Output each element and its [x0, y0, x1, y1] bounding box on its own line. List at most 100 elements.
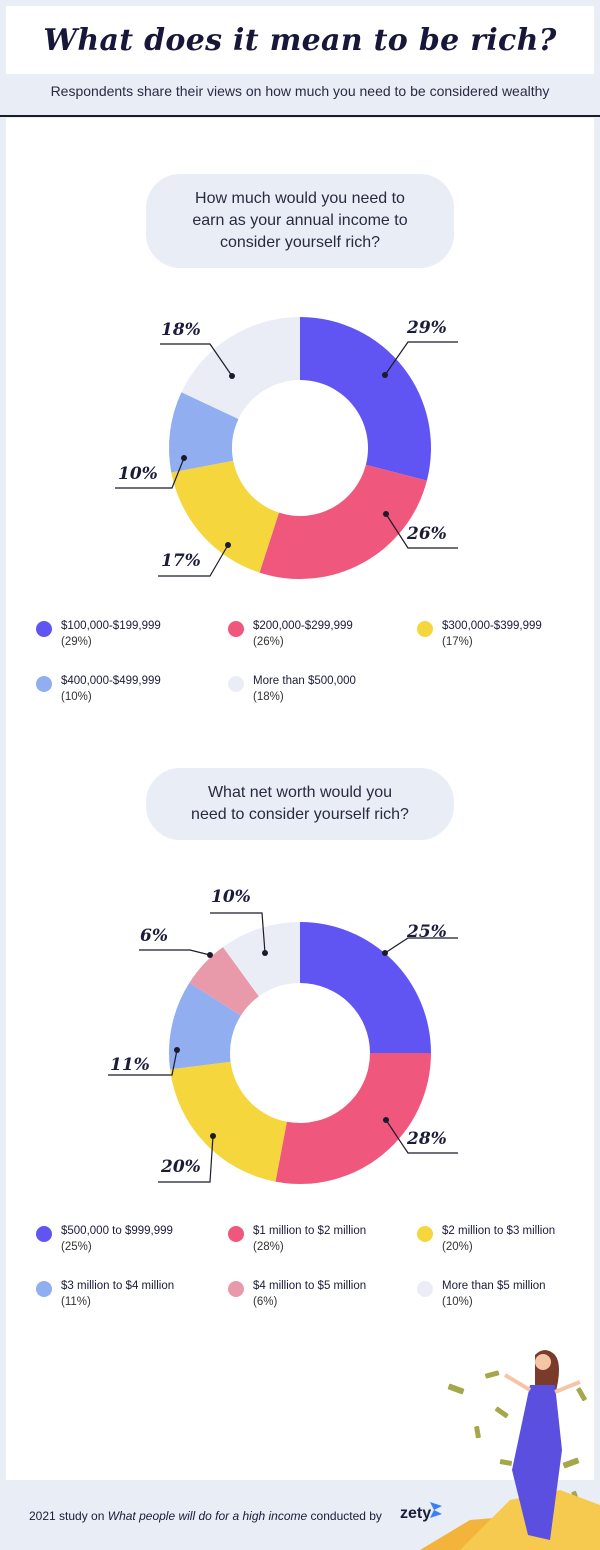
slice-label: 28% [406, 1129, 447, 1149]
legend-percent: (11%) [61, 1296, 91, 1308]
callout-line [160, 343, 233, 377]
slice-label: 18% [161, 320, 201, 340]
slice-callout: 20% [158, 1133, 216, 1183]
legend-swatch [36, 1281, 52, 1297]
divider [0, 115, 600, 117]
donut-slice [181, 317, 300, 420]
legend-label: $500,000 to $999,999 [61, 1225, 173, 1237]
callout-line [139, 949, 211, 956]
legend-label: $200,000-$299,999 [253, 620, 353, 632]
legend-percent: (29%) [61, 636, 92, 648]
page-subtitle: Respondents share their views on how muc… [50, 83, 550, 99]
woman-with-money-illustration [420, 1350, 600, 1550]
donut-slice [223, 922, 300, 997]
question-income: How much would you need to earn as your … [146, 174, 454, 268]
donut-slice [169, 392, 239, 473]
slice-callout: 18% [160, 320, 235, 379]
slice-label: 26% [406, 524, 447, 544]
footer-study-link: What people will do for a high income [107, 1509, 308, 1523]
callout-line [210, 912, 266, 954]
legend-label: $2 million to $3 million [442, 1225, 556, 1237]
callout-dot [174, 1047, 180, 1053]
slice-label: 11% [110, 1055, 150, 1075]
callout-dot [210, 1133, 216, 1139]
legend-swatch [228, 676, 244, 692]
slice-label: 17% [161, 551, 201, 571]
donut-slice [189, 947, 259, 1016]
legend-label: $1 million to $2 million [253, 1225, 367, 1237]
page-title: What does it mean to be rich? [43, 22, 557, 58]
brand-logo: zety [400, 1505, 432, 1522]
legend-percent: (20%) [442, 1241, 473, 1253]
footer-suffix: conducted by [310, 1509, 382, 1523]
donut-slice [275, 1053, 431, 1184]
donut-slice [168, 982, 241, 1070]
slice-callout: 10% [210, 887, 268, 956]
legend-percent: (25%) [61, 1241, 92, 1253]
callout-line [385, 513, 458, 549]
donut-slice [171, 460, 279, 573]
legend-percent: (17%) [442, 636, 473, 648]
callout-dot [383, 511, 389, 517]
legend-swatch [228, 1281, 244, 1297]
slice-callout: 6% [139, 926, 213, 958]
callout-dot [181, 455, 187, 461]
legend-swatch [417, 1226, 433, 1242]
footer-credit: 2021 study on What people will do for a … [29, 1509, 382, 1523]
donut-slice [259, 464, 427, 579]
brand-logo-icon [430, 1502, 442, 1518]
slice-label: 25% [406, 922, 447, 942]
legend-income: $100,000-$199,999 (29%) $200,000-$299,999 (… [0, 620, 600, 720]
legend-label: $100,000-$199,999 [61, 620, 161, 632]
donut-chart-net-worth: 25% 28% 20% 11% 6% 10% [108, 887, 458, 1184]
legend-label: $4 million to $5 million [253, 1280, 367, 1292]
legend-label: $3 million to $4 million [61, 1280, 175, 1292]
legend-swatch [36, 1226, 52, 1242]
callout-line [158, 1135, 214, 1183]
callout-dot [262, 950, 268, 956]
legend-percent: (28%) [253, 1241, 284, 1253]
callout-line [385, 1119, 458, 1154]
callout-dot [225, 542, 231, 548]
slice-callout: 17% [158, 542, 231, 577]
callout-dot [382, 950, 388, 956]
legend-percent: (18%) [253, 691, 284, 703]
donut-slice [300, 922, 431, 1053]
legend-swatch [417, 1281, 433, 1297]
slice-callout: 26% [383, 511, 458, 549]
slice-label: 10% [211, 887, 251, 907]
footer-prefix: 2021 study on [29, 1509, 105, 1523]
legend-swatch [417, 621, 433, 637]
donut-slice [170, 1061, 287, 1182]
callout-line [384, 341, 458, 376]
legend-label: $300,000-$399,999 [442, 620, 542, 632]
legend-percent: (6%) [253, 1296, 278, 1308]
slice-callout: 28% [383, 1117, 458, 1154]
callout-dot [383, 1117, 389, 1123]
callout-dot [382, 372, 388, 378]
legend-swatch [36, 621, 52, 637]
slice-label: 6% [140, 926, 168, 946]
callout-line [108, 1049, 178, 1076]
slice-callout: 11% [108, 1047, 180, 1076]
legend-swatch [228, 1226, 244, 1242]
callout-line [384, 937, 458, 954]
slice-callout: 25% [382, 922, 458, 956]
slice-label: 29% [406, 318, 447, 338]
legend-percent: (26%) [253, 636, 284, 648]
callout-line [158, 544, 229, 577]
legend-net-worth: $500,000 to $999,999 (25%) $1 million to $… [0, 1225, 600, 1325]
callout-dot [207, 952, 213, 958]
slice-label: 20% [160, 1157, 201, 1177]
donut-chart-income: 29% 26% 17% 10% 18% [115, 317, 458, 579]
legend-swatch [36, 676, 52, 692]
legend-percent: (10%) [61, 691, 92, 703]
legend-percent: (10%) [442, 1296, 473, 1308]
callout-line [115, 457, 185, 489]
legend-label: $400,000-$499,999 [61, 675, 161, 687]
donut-slice [300, 317, 431, 481]
slice-callout: 10% [115, 455, 187, 489]
legend-label: More than $500,000 [253, 675, 356, 687]
callout-dot [229, 373, 235, 379]
slice-label: 10% [118, 464, 158, 484]
